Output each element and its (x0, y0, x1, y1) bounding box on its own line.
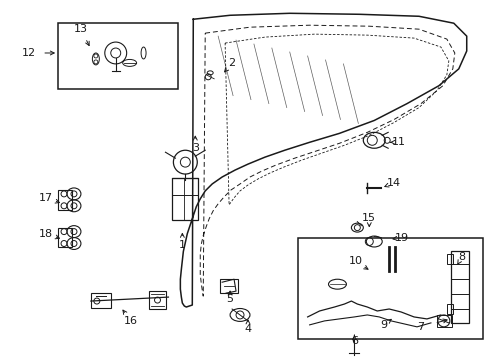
Text: 14: 14 (386, 178, 400, 188)
Text: 9: 9 (380, 320, 387, 330)
Text: 16: 16 (123, 316, 137, 326)
Text: 7: 7 (417, 322, 424, 332)
Text: 6: 6 (350, 336, 357, 346)
Text: 3: 3 (191, 143, 199, 153)
Bar (446, 304, 452, 314)
Text: 12: 12 (22, 48, 36, 58)
Bar (91, 293, 111, 308)
Text: 11: 11 (391, 137, 406, 147)
Bar (58, 190, 72, 210)
Bar (220, 279, 238, 293)
Text: 8: 8 (457, 252, 465, 262)
Text: 17: 17 (39, 193, 53, 203)
Bar (297, 238, 482, 339)
Text: 5: 5 (226, 294, 233, 304)
Bar (148, 291, 166, 309)
Bar (58, 228, 72, 247)
Text: 18: 18 (39, 229, 53, 239)
Bar (436, 315, 451, 327)
Bar (172, 178, 198, 220)
Text: 2: 2 (228, 58, 235, 68)
Text: 10: 10 (347, 256, 362, 266)
Text: 4: 4 (244, 324, 251, 334)
Text: 19: 19 (394, 233, 408, 243)
Text: 15: 15 (362, 213, 376, 223)
Text: 1: 1 (179, 240, 185, 251)
Bar (446, 255, 452, 264)
Bar (58, 23, 178, 89)
Bar (450, 251, 468, 323)
Text: 13: 13 (74, 24, 88, 34)
